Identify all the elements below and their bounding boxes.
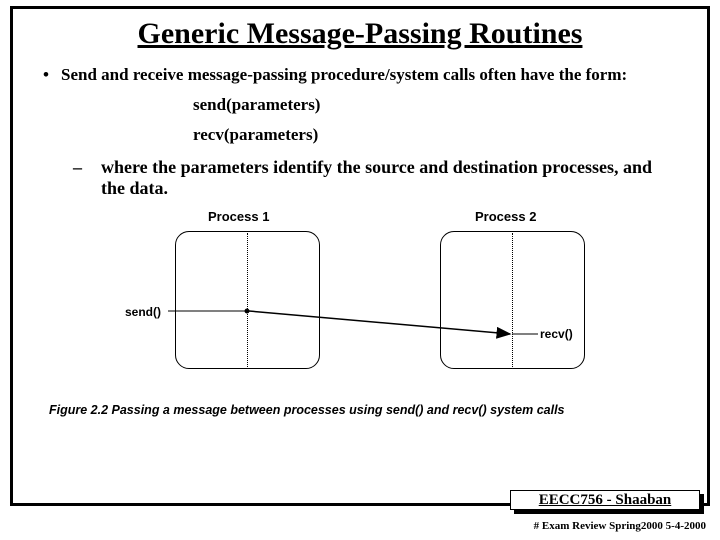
bullet-level-1: • Send and receive message-passing proce…: [43, 65, 677, 85]
bullet1-text: Send and receive message-passing procedu…: [61, 65, 627, 85]
recv-label: recv(): [540, 327, 573, 341]
bullet-dash: –: [73, 157, 101, 199]
footer-course: EECC756 - Shaaban: [510, 490, 700, 510]
code-recv: recv(parameters): [193, 125, 707, 145]
figure-caption: Figure 2.2 Passing a message between pro…: [49, 403, 707, 417]
diagram: Process 1 Process 2 send() recv(): [100, 209, 620, 399]
process2-label: Process 2: [475, 209, 536, 224]
footer-line: # Exam Review Spring2000 5-4-2000: [534, 520, 706, 532]
process1-timeline: [247, 233, 248, 367]
bullet-level-2: – where the parameters identify the sour…: [73, 157, 667, 199]
slide-frame: Generic Message-Passing Routines • Send …: [10, 6, 710, 506]
code-send: send(parameters): [193, 95, 707, 115]
process1-label: Process 1: [208, 209, 269, 224]
footer-course-box: EECC756 - Shaaban: [510, 490, 706, 512]
send-label: send(): [125, 305, 161, 319]
bullet2-text: where the parameters identify the source…: [101, 157, 667, 199]
bullet-dot: •: [43, 65, 61, 85]
process2-timeline: [512, 233, 513, 367]
slide-title: Generic Message-Passing Routines: [13, 17, 707, 51]
